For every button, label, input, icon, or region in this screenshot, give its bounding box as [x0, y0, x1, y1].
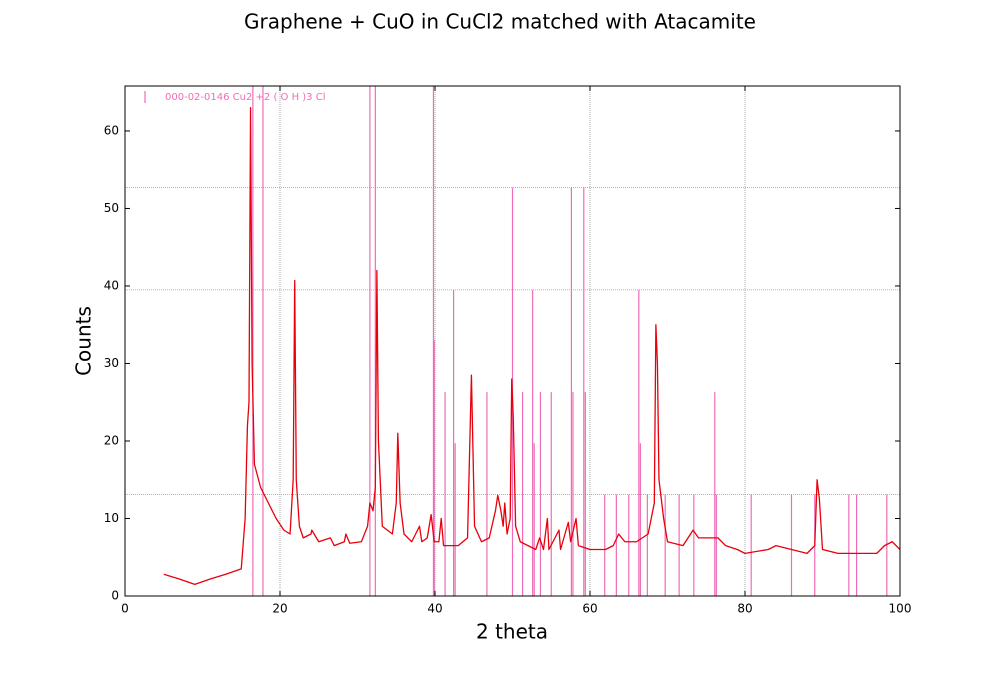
data-line — [163, 107, 900, 586]
x-tick-label: 40 — [427, 602, 442, 616]
y-axis-label: Counts — [72, 306, 96, 376]
x-tick-label: 60 — [582, 602, 597, 616]
y-tick-label: 20 — [104, 433, 119, 447]
x-axis-label: 2 theta — [476, 620, 548, 644]
plot-frame — [124, 85, 901, 597]
x-tick-label: 100 — [889, 602, 912, 616]
x-tick-label: 0 — [121, 602, 129, 616]
plot-marks — [163, 86, 900, 596]
grid — [125, 86, 900, 596]
y-tick-label: 40 — [104, 278, 119, 292]
chart-title: Graphene + CuO in CuCl2 matched with Ata… — [244, 10, 756, 34]
legend: 000-02-0146 Cu2 +2 ( O H )3 Cl — [144, 91, 325, 103]
axes: 0 20 40 60 80 100 0 10 20 30 40 50 60 — [104, 86, 912, 616]
legend-label: 000-02-0146 Cu2 +2 ( O H )3 Cl — [165, 92, 325, 103]
x-tick-label: 20 — [272, 602, 287, 616]
y-tick-label: 0 — [111, 589, 119, 603]
y-tick-label: 60 — [104, 123, 119, 137]
y-tick-label: 50 — [104, 201, 119, 215]
x-tick-label: 80 — [737, 602, 752, 616]
y-tick-label: 10 — [104, 511, 119, 525]
y-tick-label: 30 — [104, 356, 119, 370]
